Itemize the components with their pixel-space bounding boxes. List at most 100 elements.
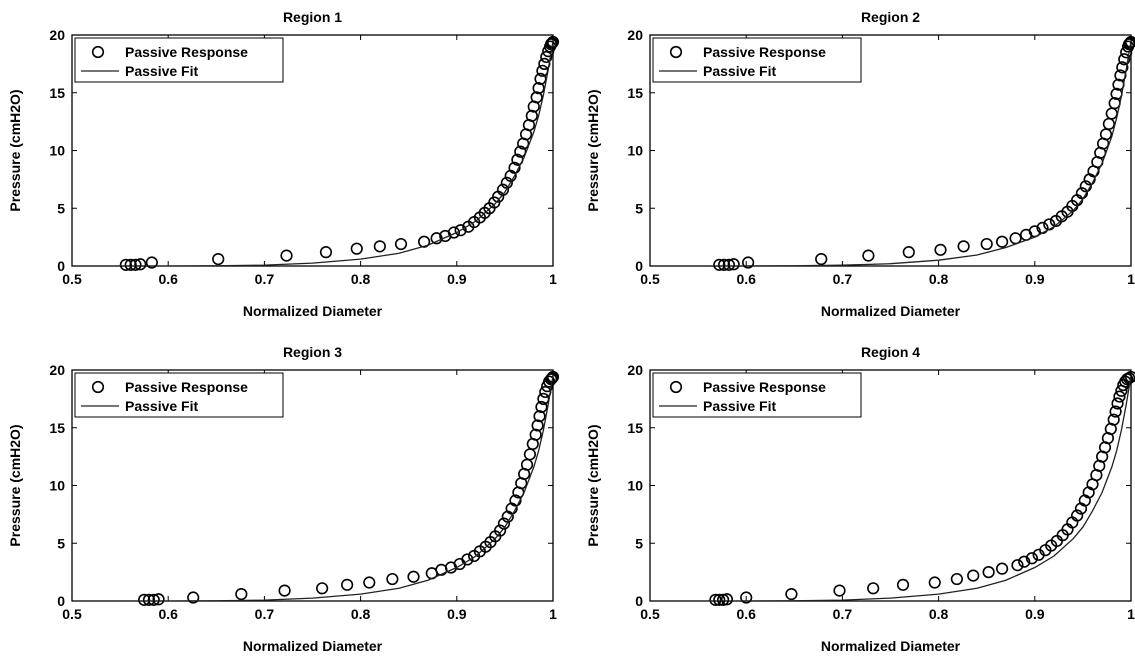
y-tick-label: 0 xyxy=(635,258,643,274)
chart-panel-1: Region 10.5 0.6 0.7 0.8 0.9 105101520Normaliz… xyxy=(7,9,560,319)
data-point xyxy=(145,256,158,269)
data-point xyxy=(540,50,553,64)
data-point xyxy=(720,593,734,606)
data-point xyxy=(461,553,474,566)
legend-label: Passive Fit xyxy=(703,63,776,79)
x-tick-label: 1 xyxy=(1127,271,1135,287)
y-tick-label: 20 xyxy=(49,27,65,43)
data-point xyxy=(212,252,225,266)
x-axis-label: Normalized Diameter xyxy=(821,638,961,654)
data-point xyxy=(535,400,548,414)
data-point xyxy=(280,249,293,262)
data-point xyxy=(514,145,527,158)
data-point xyxy=(531,419,544,432)
y-tick-label: 15 xyxy=(49,420,65,436)
y-tick-label: 15 xyxy=(627,420,643,436)
x-tick-label: 0.6 xyxy=(736,606,756,622)
data-point xyxy=(350,242,363,255)
x-axis-label: Normalized Diameter xyxy=(243,303,383,319)
data-point xyxy=(995,235,1009,248)
data-point xyxy=(363,576,376,589)
data-point xyxy=(1109,405,1122,418)
data-point xyxy=(138,593,151,606)
x-tick-label: 0.8 xyxy=(351,271,371,287)
y-tick-label: 0 xyxy=(57,258,65,274)
data-point xyxy=(509,494,522,507)
passive-fit-line xyxy=(698,375,1131,601)
x-tick-label: 0.7 xyxy=(833,271,853,287)
data-point xyxy=(532,82,545,95)
y-tick-label: 10 xyxy=(49,478,65,494)
data-point xyxy=(142,593,156,606)
x-tick-label: 0.7 xyxy=(255,271,275,287)
data-point xyxy=(534,72,547,85)
data-point xyxy=(995,562,1009,575)
data-point xyxy=(785,587,798,601)
data-point xyxy=(394,237,408,251)
chart-panel-2: Region 20.5 0.6 0.7 0.8 0.9 105101520Normaliz… xyxy=(585,9,1135,319)
data-point xyxy=(717,258,731,271)
legend-label: Passive Response xyxy=(703,379,826,395)
data-point xyxy=(1107,413,1120,426)
y-tick-label: 0 xyxy=(635,593,643,609)
data-point xyxy=(430,232,443,245)
legend-marker-circle xyxy=(669,380,683,394)
x-tick-label: 0.5 xyxy=(62,606,82,622)
legend-box xyxy=(74,372,284,418)
data-point xyxy=(278,584,291,597)
data-point xyxy=(1124,35,1135,49)
passive-fit-line xyxy=(120,375,553,601)
x-tick-label: 0.5 xyxy=(640,271,660,287)
data-point xyxy=(373,240,386,253)
data-point xyxy=(316,582,329,595)
data-point xyxy=(454,224,467,237)
data-point xyxy=(508,161,521,174)
legend-label: Passive Response xyxy=(125,379,248,395)
chart-title: Region 1 xyxy=(283,9,342,25)
data-point xyxy=(386,572,399,586)
data-point xyxy=(1018,555,1031,568)
x-tick-label: 0.8 xyxy=(351,606,371,622)
data-point xyxy=(896,578,910,591)
y-axis-label: Pressure (cmH2O) xyxy=(585,424,601,546)
legend-label: Passive Fit xyxy=(125,398,198,414)
legend-label: Passive Response xyxy=(703,44,826,60)
y-tick-label: 15 xyxy=(49,85,65,101)
data-point xyxy=(1025,552,1039,565)
data-point xyxy=(407,570,420,583)
data-point xyxy=(546,35,560,49)
data-point xyxy=(982,566,995,579)
y-tick-label: 10 xyxy=(49,143,65,159)
y-tick-label: 20 xyxy=(627,27,643,43)
data-point xyxy=(119,258,132,271)
data-point xyxy=(957,240,970,253)
data-point xyxy=(417,235,431,248)
x-axis-label: Normalized Diameter xyxy=(243,638,383,654)
data-point xyxy=(235,587,248,601)
data-point xyxy=(867,582,880,595)
data-point xyxy=(124,258,137,271)
data-point xyxy=(833,584,846,597)
y-tick-label: 5 xyxy=(635,535,643,551)
x-tick-label: 1 xyxy=(549,606,557,622)
x-tick-label: 0.9 xyxy=(1025,606,1045,622)
x-tick-label: 0.9 xyxy=(447,606,467,622)
legend-label: Passive Fit xyxy=(125,63,198,79)
data-point xyxy=(152,593,165,606)
legend-label: Passive Fit xyxy=(703,398,776,414)
x-tick-label: 0.6 xyxy=(158,606,178,622)
legend-box xyxy=(652,37,862,83)
data-point xyxy=(533,410,546,423)
data-point xyxy=(1124,370,1135,384)
data-point xyxy=(713,593,726,606)
data-point xyxy=(525,109,538,122)
data-point xyxy=(967,569,980,582)
legend-marker-circle xyxy=(91,45,105,59)
chart-title: Region 2 xyxy=(861,9,920,25)
x-tick-label: 0.7 xyxy=(833,606,853,622)
data-point xyxy=(1116,61,1129,74)
x-tick-label: 0.9 xyxy=(447,271,467,287)
y-axis-label: Pressure (cmH2O) xyxy=(7,89,23,211)
data-point xyxy=(447,226,461,239)
